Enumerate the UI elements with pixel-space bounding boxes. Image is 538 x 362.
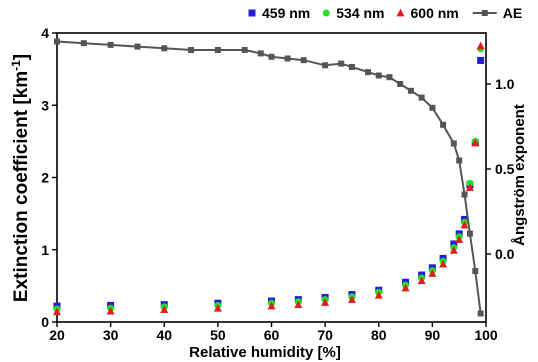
data-point: [455, 235, 464, 243]
x-tick-label: 60: [264, 327, 280, 343]
legend-label: 459 nm: [262, 5, 310, 21]
y2-tick-label: 1.0: [495, 76, 515, 92]
data-layer: [53, 38, 485, 317]
data-point: [428, 269, 437, 277]
data-point: [214, 47, 221, 53]
data-point: [471, 138, 480, 147]
legend-label: 600 nm: [411, 5, 459, 21]
y-tick-label: 2: [41, 170, 49, 186]
data-point: [54, 38, 60, 45]
data-point: [450, 240, 458, 248]
y2-tick-label: 0.5: [495, 161, 515, 177]
data-point: [338, 60, 345, 67]
data-point: [440, 121, 447, 128]
data-point: [401, 283, 410, 292]
data-point: [449, 246, 458, 254]
data-point: [375, 72, 382, 79]
data-point: [472, 268, 479, 274]
data-point: [386, 74, 393, 81]
x-axis-label: Relative humidity [%]: [189, 344, 341, 361]
data-point: [321, 298, 330, 306]
data-point: [160, 305, 169, 314]
data-point: [161, 45, 168, 52]
series-600-nm: [53, 41, 485, 316]
data-point: [365, 69, 372, 76]
legend-marker: [396, 8, 405, 17]
x-tick-label: 20: [49, 327, 65, 343]
data-point: [418, 94, 425, 101]
series-ae: [54, 38, 484, 317]
y2-axis-label: Ångström exponent: [511, 104, 528, 246]
data-point: [294, 300, 303, 308]
y-tick-label: 0: [41, 314, 49, 330]
data-point: [267, 301, 276, 310]
data-point: [439, 259, 448, 268]
y-axis-label-main: Extinction coefficient [km: [11, 71, 32, 302]
x-tick-label: 70: [317, 327, 333, 343]
legend-marker: [481, 10, 488, 16]
y2-tick-label: 0.0: [495, 246, 515, 262]
x-tick-label: 30: [103, 327, 119, 343]
data-point: [134, 43, 141, 50]
x-tick-label: 100: [474, 327, 498, 343]
legend-label: 534 nm: [336, 5, 384, 21]
legend-marker: [248, 9, 256, 17]
legend-item: AE: [472, 5, 522, 21]
y-tick-label: 1: [41, 242, 49, 258]
plot-axes: 20 30 40 50 60 70 80 90 100 0 1 2 3 4 0.0 0.5 1.0: [41, 25, 514, 343]
x-tick-label: 80: [371, 327, 387, 343]
data-point: [348, 64, 355, 70]
data-point: [477, 56, 485, 64]
legend-marker: [322, 9, 330, 17]
data-point: [477, 310, 484, 317]
legend: 459 nm 534 nm 600 nm AE: [248, 5, 522, 21]
legend-item: 600 nm: [396, 5, 459, 21]
x-tick-label: 40: [156, 327, 172, 343]
y-axis-label: Extinction coefficient [km-1]: [9, 54, 32, 302]
data-point: [268, 53, 275, 60]
y-tick-label: 3: [41, 97, 49, 113]
data-point: [106, 306, 115, 315]
data-point: [456, 157, 463, 164]
data-point: [300, 57, 307, 64]
data-point: [213, 303, 222, 312]
legend-item: 534 nm: [322, 5, 385, 21]
ae-line: [56, 40, 482, 314]
data-point: [407, 87, 414, 94]
data-point: [465, 183, 474, 191]
data-point: [460, 220, 469, 229]
data-point: [450, 140, 457, 147]
data-point: [241, 47, 248, 53]
data-point: [429, 104, 436, 111]
data-point: [80, 40, 87, 47]
data-point: [107, 41, 114, 48]
data-point: [466, 179, 474, 187]
y-axis-label-close: ]: [11, 54, 32, 60]
data-point: [347, 295, 356, 303]
legend-label: AE: [503, 5, 522, 21]
x-tick-label: 90: [425, 327, 441, 343]
data-point: [461, 191, 468, 198]
data-point: [476, 41, 485, 50]
legend-item: 459 nm: [248, 5, 310, 21]
data-point: [188, 47, 195, 53]
data-point: [284, 55, 291, 62]
data-point: [257, 50, 264, 57]
data-point: [417, 276, 426, 285]
data-point: [397, 81, 404, 87]
y-axis-label-sup: -1: [9, 60, 23, 71]
data-point: [322, 62, 329, 69]
data-point: [374, 290, 383, 299]
data-point: [53, 307, 61, 316]
y-tick-label: 4: [41, 25, 49, 41]
x-tick-label: 50: [210, 327, 226, 343]
data-point: [466, 230, 473, 237]
